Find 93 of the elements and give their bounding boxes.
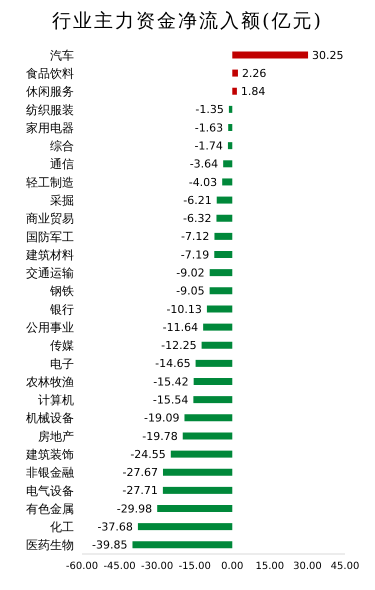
y-tick-label: 机械设备: [26, 411, 74, 426]
y-tick-label: 医药生物: [26, 538, 74, 552]
bar: [228, 124, 232, 132]
y-tick-label: 轻工制造: [26, 175, 74, 190]
data-label: -19.78: [142, 430, 178, 443]
data-label: -15.42: [153, 375, 189, 388]
data-label: -7.19: [180, 248, 210, 262]
bar: [223, 160, 232, 168]
y-tick-label: 商业贸易: [26, 212, 74, 226]
x-tick-label: -30.00: [141, 561, 174, 572]
bar: [194, 378, 232, 386]
bar: [203, 324, 232, 331]
y-tick-label: 化工: [50, 520, 74, 534]
data-label: -9.05: [176, 284, 205, 298]
x-tick-label: -15.00: [178, 561, 211, 572]
data-label: 1.84: [240, 85, 266, 98]
x-tick-label: 0.00: [221, 561, 244, 572]
y-tick-label: 传媒: [50, 338, 74, 353]
bar: [170, 450, 232, 458]
bar: [216, 196, 232, 204]
y-tick-label: 纺织服装: [26, 102, 74, 117]
data-label: -1.35: [195, 103, 224, 116]
y-tick-label: 电气设备: [26, 484, 74, 498]
bar: [222, 178, 232, 186]
y-tick-label: 国防军工: [26, 230, 74, 244]
data-label: -12.25: [161, 339, 197, 352]
data-label: -4.03: [188, 176, 218, 189]
y-tick-label: 计算机: [38, 393, 74, 408]
bar: [138, 523, 232, 530]
bar: [232, 51, 308, 58]
data-label: -24.55: [130, 448, 166, 461]
bar: [162, 486, 232, 494]
bar: [202, 342, 232, 349]
bar: [182, 432, 232, 440]
bar: [210, 287, 232, 294]
bar: [157, 505, 232, 512]
y-tick-label: 食品饮料: [26, 66, 74, 80]
data-label: -39.85: [92, 538, 128, 552]
data-label: -6.21: [183, 194, 212, 207]
y-tick-label: 建筑装饰: [25, 447, 74, 462]
y-tick-label: 汽车: [50, 48, 74, 62]
bar: [210, 269, 232, 276]
data-label: -27.67: [122, 466, 158, 480]
y-tick-label: 公用事业: [26, 320, 74, 334]
data-label: -11.64: [162, 320, 198, 334]
data-label: -37.68: [97, 520, 133, 534]
data-label: -10.13: [166, 302, 202, 316]
bar: [132, 541, 232, 548]
x-tick-label: 30.00: [293, 561, 322, 572]
data-label: -29.98: [116, 502, 152, 516]
bar: [228, 106, 232, 113]
y-tick-label: 交通运输: [26, 266, 74, 280]
data-label: -1.74: [194, 140, 223, 153]
bar: [184, 414, 232, 422]
x-tick-label: -60.00: [66, 561, 98, 572]
y-tick-label: 电子: [50, 356, 74, 371]
data-label: 30.25: [312, 48, 344, 62]
x-tick-label: 45.00: [330, 561, 360, 572]
bar: [206, 305, 232, 312]
y-tick-label: 有色金属: [26, 502, 74, 516]
data-label: -6.32: [182, 212, 212, 226]
y-tick-label: 建筑材料: [25, 248, 74, 262]
data-label: -3.64: [190, 158, 218, 171]
y-tick-label: 非银金融: [26, 466, 74, 480]
x-tick-label: -45.00: [103, 561, 136, 572]
y-tick-label: 综合: [50, 139, 74, 154]
y-tick-label: 休闲服务: [26, 84, 74, 99]
y-tick-label: 房地产: [38, 429, 74, 444]
chart-title: 行业主力资金净流入额(亿元): [51, 9, 324, 34]
bar: [228, 142, 232, 150]
data-label: -15.54: [152, 394, 188, 407]
data-label: 2.26: [242, 66, 266, 80]
data-label: -7.12: [180, 230, 210, 244]
y-tick-label: 钢铁: [49, 284, 74, 298]
y-tick-label: 通信: [50, 157, 74, 172]
bar: [232, 88, 237, 95]
bar: [216, 214, 232, 222]
data-label: -14.65: [155, 357, 191, 370]
x-tick-label: 15.00: [256, 561, 284, 572]
data-label: -9.02: [176, 266, 205, 280]
bar: [214, 251, 232, 258]
data-label: -19.09: [144, 412, 180, 425]
bar: [162, 468, 232, 476]
y-tick-label: 采掘: [50, 193, 74, 208]
bar: [196, 360, 232, 367]
bar: [193, 396, 232, 404]
data-label: -1.63: [194, 121, 224, 134]
data-label: -27.71: [122, 484, 158, 498]
y-tick-label: 银行: [49, 302, 74, 316]
y-tick-label: 农林牧渔: [26, 374, 74, 389]
bar: [232, 70, 238, 77]
bar: [214, 232, 232, 240]
y-tick-label: 家用电器: [26, 120, 74, 135]
